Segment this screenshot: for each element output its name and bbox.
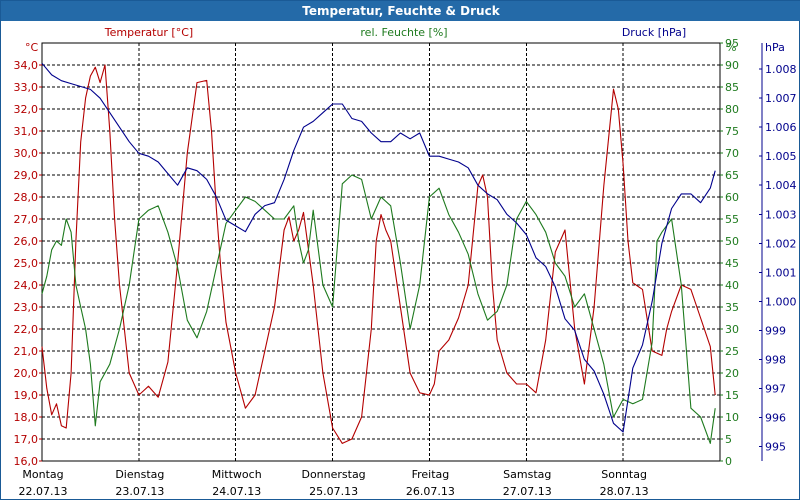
x-tick-date-label: 23.07.13 bbox=[115, 485, 164, 498]
humidity-tick-label: 30 bbox=[725, 323, 739, 336]
series-line-temperature bbox=[41, 64, 716, 444]
humidity-tick-label: 40 bbox=[725, 279, 739, 292]
series-line-pressure bbox=[41, 62, 716, 433]
chart-svg: Temperatur [°C] rel. Feuchte [%] Druck [… bbox=[14, 26, 797, 498]
temperature-tick-label: 17,0 bbox=[14, 433, 39, 446]
humidity-tick-label: 35 bbox=[725, 301, 739, 314]
humidity-tick-label: 45 bbox=[725, 257, 739, 270]
humidity-tick-label: 65 bbox=[725, 169, 739, 182]
x-tick-date-label: 24.07.13 bbox=[212, 485, 261, 498]
humidity-tick-label: 55 bbox=[725, 213, 739, 226]
temperature-tick-label: 25,0 bbox=[14, 257, 39, 270]
pressure-tick-label: 995 bbox=[765, 440, 786, 453]
temperature-tick-label: 24,0 bbox=[14, 279, 39, 292]
temperature-tick-label: 28,0 bbox=[14, 191, 39, 204]
x-tick-date-label: 25.07.13 bbox=[309, 485, 358, 498]
humidity-tick-label: 20 bbox=[725, 367, 739, 380]
temperature-tick-label: 20,0 bbox=[14, 367, 39, 380]
pressure-tick-label: 997 bbox=[765, 382, 786, 395]
temperature-tick-label: 18,0 bbox=[14, 411, 39, 424]
temperature-tick-label: 22,0 bbox=[14, 323, 39, 336]
pressure-tick-label: 1.004 bbox=[765, 179, 797, 192]
x-tick-date-label: 28.07.13 bbox=[600, 485, 649, 498]
pressure-tick-label: 1.001 bbox=[765, 266, 797, 279]
humidity-tick-label: 5 bbox=[725, 433, 732, 446]
pressure-tick-label: 1.007 bbox=[765, 92, 797, 105]
pressure-tick-label: 1.000 bbox=[765, 295, 797, 308]
x-tick-date-label: 27.07.13 bbox=[503, 485, 552, 498]
x-tick-day-label: Sonntag bbox=[601, 468, 647, 481]
pressure-tick-label: 1.003 bbox=[765, 208, 797, 221]
humidity-tick-label: 70 bbox=[725, 147, 739, 160]
legend-pressure: Druck [hPa] bbox=[622, 26, 686, 39]
legend-temperature: Temperatur [°C] bbox=[104, 26, 193, 39]
humidity-tick-label: 25 bbox=[725, 345, 739, 358]
x-tick-day-label: Samstag bbox=[503, 468, 551, 481]
x-tick-day-label: Mittwoch bbox=[212, 468, 262, 481]
temperature-tick-label: 27,0 bbox=[14, 213, 39, 226]
unit-pressure: hPa bbox=[765, 41, 785, 54]
temperature-tick-label: 21,0 bbox=[14, 345, 39, 358]
series-line-humidity bbox=[41, 174, 716, 444]
humidity-tick-label: 60 bbox=[725, 191, 739, 204]
pressure-tick-label: 1.002 bbox=[765, 237, 797, 250]
temperature-tick-label: 23,0 bbox=[14, 301, 39, 314]
temperature-tick-label: 30,0 bbox=[14, 147, 39, 160]
humidity-tick-label: 85 bbox=[725, 81, 739, 94]
humidity-tick-label: 90 bbox=[725, 59, 739, 72]
humidity-tick-label: 80 bbox=[725, 103, 739, 116]
x-tick-day-label: Donnerstag bbox=[301, 468, 365, 481]
plot-frame bbox=[41, 42, 721, 462]
chart-title: Temperatur, Feuchte & Druck bbox=[1, 1, 800, 21]
humidity-tick-label: 50 bbox=[725, 235, 739, 248]
legend-humidity: rel. Feuchte [%] bbox=[360, 26, 447, 39]
temperature-tick-label: 32,0 bbox=[14, 103, 39, 116]
unit-temperature: °C bbox=[25, 41, 39, 54]
x-tick-day-label: Dienstag bbox=[115, 468, 164, 481]
temperature-tick-label: 29,0 bbox=[14, 169, 39, 182]
temperature-tick-label: 33,0 bbox=[14, 81, 39, 94]
x-tick-date-label: 26.07.13 bbox=[406, 485, 455, 498]
temperature-tick-label: 26,0 bbox=[14, 235, 39, 248]
humidity-tick-label: 0 bbox=[725, 455, 732, 468]
pressure-tick-label: 996 bbox=[765, 411, 786, 424]
x-tick-date-label: 22.07.13 bbox=[19, 485, 68, 498]
temperature-tick-label: 31,0 bbox=[14, 125, 39, 138]
pressure-tick-label: 1.005 bbox=[765, 150, 797, 163]
pressure-tick-label: 1.008 bbox=[765, 63, 797, 76]
humidity-tick-label: 95 bbox=[725, 37, 739, 50]
temperature-tick-label: 16,0 bbox=[14, 455, 39, 468]
pressure-tick-label: 999 bbox=[765, 324, 786, 337]
temperature-tick-label: 19,0 bbox=[14, 389, 39, 402]
pressure-tick-label: 1.006 bbox=[765, 121, 797, 134]
x-tick-day-label: Montag bbox=[22, 468, 63, 481]
humidity-tick-label: 15 bbox=[725, 389, 739, 402]
pressure-tick-label: 998 bbox=[765, 353, 786, 366]
temperature-tick-label: 34,0 bbox=[14, 59, 39, 72]
humidity-tick-label: 75 bbox=[725, 125, 739, 138]
unit-humidity: % bbox=[726, 41, 736, 54]
x-tick-day-label: Freitag bbox=[412, 468, 450, 481]
humidity-tick-label: 10 bbox=[725, 411, 739, 424]
